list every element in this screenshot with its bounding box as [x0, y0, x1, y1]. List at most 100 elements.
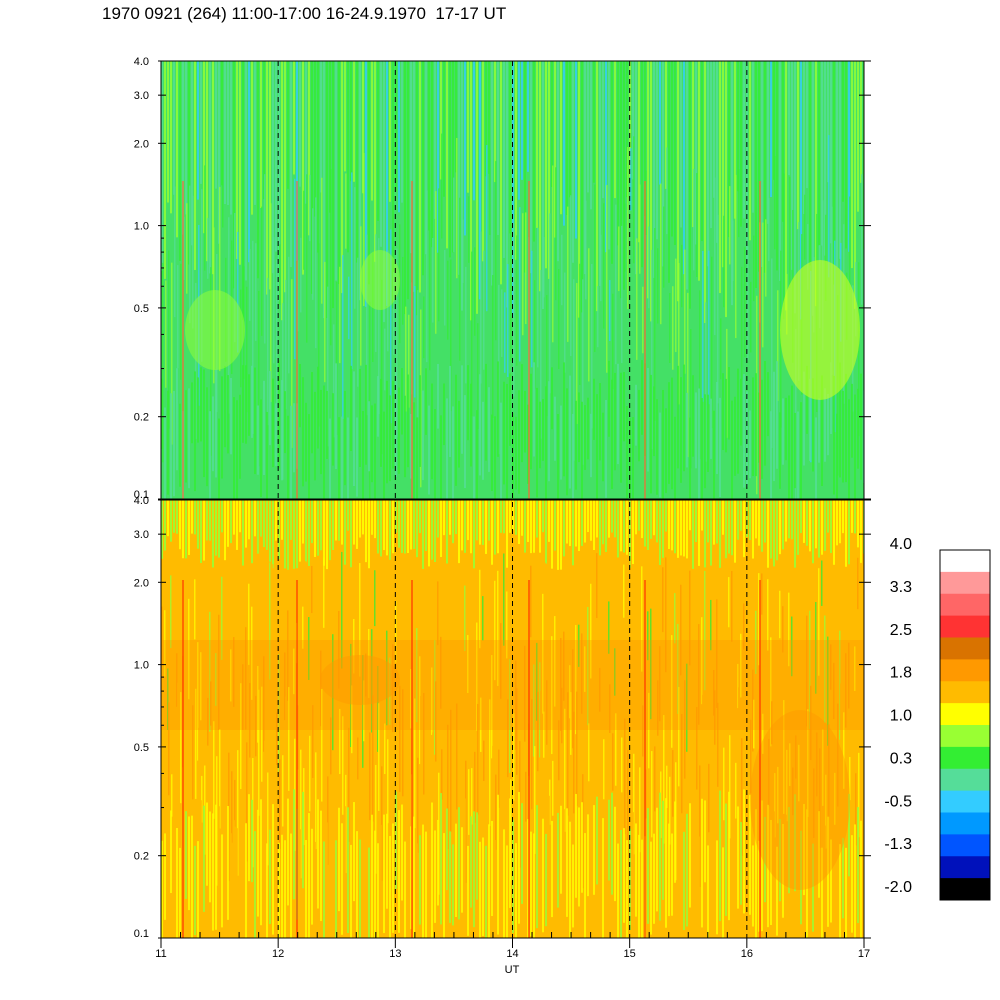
bottom-fringe: [275, 500, 277, 541]
bottom-fringe: [773, 500, 775, 567]
bottom-fringe: [317, 500, 319, 556]
top-streak-lower: [392, 380, 394, 469]
bottom-streak-mid: [552, 760, 554, 816]
bottom-fringe: [299, 500, 301, 562]
top-streak-upper: [395, 61, 397, 192]
bottom-fringe: [251, 500, 253, 564]
top-streak-lower: [308, 414, 310, 499]
bottom-streak-lower: [593, 805, 595, 895]
colorbar-label: -1.3: [884, 836, 912, 853]
top-streak-upper: [458, 61, 460, 275]
top-streak-mid: [741, 266, 743, 380]
bottom-streak-upper: [377, 665, 379, 752]
bottom-fringe: [332, 500, 334, 551]
bottom-streak-mid: [315, 752, 317, 850]
top-streak-upper: [341, 61, 343, 294]
bottom-streak-lower: [830, 839, 832, 923]
top-streak-lower: [626, 406, 628, 499]
top-streak-lower: [161, 378, 163, 449]
top-streak-lower: [689, 417, 691, 499]
bottom-streak-lower: [218, 806, 220, 933]
bottom-streak-lower: [443, 833, 445, 938]
top-streak-lower: [596, 394, 598, 499]
bottom-fringe: [242, 500, 244, 566]
x-axis-label: UT: [505, 964, 520, 976]
top-streak-upper: [362, 61, 364, 194]
bottom-streak-upper: [233, 637, 235, 707]
top-streak-mid: [273, 237, 275, 364]
top-streak-upper: [536, 61, 538, 228]
bottom-streak-upper: [674, 593, 676, 644]
top-streak-mid: [483, 250, 485, 370]
bottom-streak-upper: [527, 625, 529, 724]
bottom-streak-upper: [782, 606, 784, 653]
bottom-streak-upper: [698, 624, 700, 725]
bottom-fringe: [419, 500, 421, 534]
top-streak-upper: [173, 61, 175, 195]
top-streak-lower: [614, 372, 616, 471]
top-streak-lower: [263, 380, 265, 476]
bottom-streak-mid: [450, 709, 452, 832]
bottom-fringe: [704, 500, 706, 568]
bottom-fringe: [392, 500, 394, 554]
top-streak-upper: [170, 61, 172, 214]
top-streak-upper: [554, 61, 556, 238]
bottom-streak-upper: [179, 597, 181, 710]
top-streak-mid: [204, 165, 206, 271]
bottom-streak-lower: [773, 811, 775, 894]
bottom-streak-mid: [852, 684, 854, 766]
bottom-fringe: [311, 500, 313, 544]
bottom-streak-mid: [768, 738, 770, 807]
bottom-fringe: [815, 500, 817, 549]
top-streak-mid: [189, 185, 191, 324]
bottom-fringe: [353, 500, 355, 545]
bottom-streak-lower: [686, 813, 688, 927]
top-streak-upper: [797, 61, 799, 230]
top-streak-mid: [699, 290, 701, 460]
bottom-streak-upper: [401, 610, 403, 677]
bottom-streak-lower: [461, 827, 463, 913]
top-streak-mid: [342, 255, 344, 419]
top-streak-mid: [642, 286, 644, 354]
x-tick-label: 12: [272, 948, 284, 960]
top-streak-mid: [537, 227, 539, 368]
bottom-streak-lower: [845, 847, 847, 938]
bottom-fringe: [842, 500, 844, 534]
bottom-streak-lower: [617, 843, 619, 938]
top-streak-lower: [620, 372, 622, 483]
bottom-fringe: [437, 500, 439, 538]
bottom-streak-mid: [213, 721, 215, 819]
bottom-streak-lower: [599, 816, 601, 938]
top-streak-upper: [641, 61, 643, 268]
top-streak-lower: [749, 410, 751, 479]
top-streak-mid: [579, 263, 581, 385]
top-streak-upper: [257, 61, 259, 279]
bottom-streak-upper: [515, 660, 517, 750]
bottom-fringe: [527, 500, 529, 542]
bottom-streak-upper: [569, 665, 571, 719]
top-streak-lower: [839, 362, 841, 478]
bottom-fringe: [734, 500, 736, 563]
bottom-streak-lower: [551, 820, 553, 918]
top-streak-upper: [233, 61, 235, 289]
bottom-streak-mid: [681, 714, 683, 814]
bottom-streak-mid: [807, 709, 809, 817]
top-streak-mid: [186, 203, 188, 294]
bottom-streak-mid: [372, 695, 374, 822]
top-streak-upper: [755, 61, 757, 289]
bottom-streak-mid: [591, 737, 593, 857]
bottom-streak-mid: [318, 696, 320, 820]
top-streak-lower: [386, 380, 388, 484]
top-streak-mid: [720, 318, 722, 380]
bottom-streak-mid: [855, 773, 857, 846]
top-streak-upper: [560, 61, 562, 215]
top-streak-mid: [633, 136, 635, 264]
bottom-streak-upper: [737, 663, 739, 709]
top-streak-upper: [530, 61, 532, 274]
bottom-streak-lower: [173, 794, 175, 880]
bottom-streak-upper: [497, 570, 499, 686]
bottom-streak-upper: [494, 580, 496, 681]
top-streak-upper: [812, 61, 814, 316]
bottom-fringe: [554, 500, 556, 551]
bottom-streak-lower: [281, 834, 283, 938]
